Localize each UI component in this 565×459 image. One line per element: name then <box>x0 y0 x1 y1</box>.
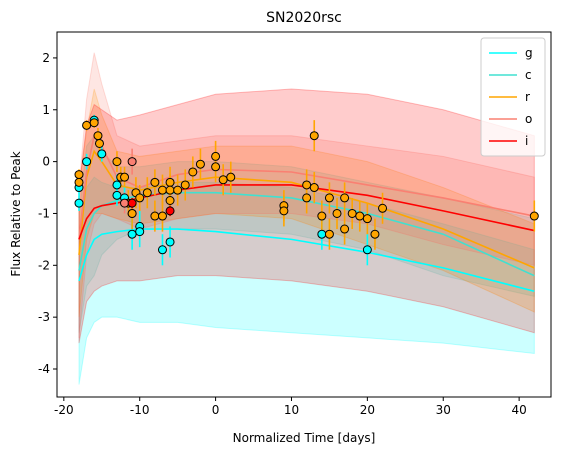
data-point <box>127 229 137 239</box>
data-point <box>332 208 342 218</box>
data-point <box>370 229 380 239</box>
data-point <box>157 211 167 221</box>
data-point <box>218 175 228 185</box>
data-point <box>173 185 183 195</box>
y-tick-label: 1 <box>42 103 50 117</box>
x-tick-label: 0 <box>212 403 220 417</box>
legend-label: r <box>525 90 530 104</box>
y-tick-label: -2 <box>38 258 50 272</box>
data-point <box>112 180 122 190</box>
data-point <box>340 224 350 234</box>
data-point <box>309 183 319 193</box>
data-point <box>347 208 357 218</box>
data-point <box>362 214 372 224</box>
y-tick-label: 2 <box>42 51 50 65</box>
data-point <box>279 206 289 216</box>
data-point <box>188 167 198 177</box>
data-point <box>317 211 327 221</box>
data-point <box>150 211 160 221</box>
x-tick-label: 40 <box>511 403 526 417</box>
data-point <box>165 185 175 195</box>
model-line <box>78 184 535 240</box>
data-point <box>302 180 312 190</box>
data-point <box>93 131 103 141</box>
y-tick-label: -3 <box>38 310 50 324</box>
data-point <box>89 118 99 128</box>
data-point <box>302 193 312 203</box>
data-point <box>340 193 350 203</box>
data-point <box>529 211 539 221</box>
data-point <box>150 177 160 187</box>
data-point <box>127 157 137 167</box>
data-point <box>362 245 372 255</box>
data-point <box>120 198 130 208</box>
data-point <box>74 198 84 208</box>
data-point <box>165 177 175 187</box>
data-point <box>82 120 92 130</box>
data-point <box>324 193 334 203</box>
data-point <box>120 172 130 182</box>
data-point <box>94 138 104 148</box>
data-point <box>74 177 84 187</box>
data-point <box>317 229 327 239</box>
legend-label: i <box>525 134 528 148</box>
data-point <box>165 196 175 206</box>
x-tick-label: 20 <box>360 403 375 417</box>
data-point <box>180 180 190 190</box>
data-point <box>378 203 388 213</box>
data-point <box>157 245 167 255</box>
data-point <box>309 131 319 141</box>
x-axis-label: Normalized Time [days] <box>233 431 376 445</box>
y-axis-label: Flux Relative to Peak <box>9 151 23 276</box>
x-tick-label: -10 <box>130 403 150 417</box>
y-tick-label: 0 <box>42 155 50 169</box>
data-point <box>211 162 221 172</box>
data-point <box>165 206 175 216</box>
x-tick-label: 10 <box>284 403 299 417</box>
model-line <box>78 228 535 293</box>
data-point <box>112 157 122 167</box>
x-tick-label: -20 <box>54 403 74 417</box>
legend-label: o <box>525 112 532 126</box>
data-point <box>127 198 137 208</box>
y-tick-label: -1 <box>38 206 50 220</box>
data-point <box>97 149 107 159</box>
data-point <box>165 237 175 247</box>
data-point <box>226 172 236 182</box>
data-point <box>355 211 365 221</box>
data-point <box>82 157 92 167</box>
chart-title: SN2020rsc <box>266 10 342 26</box>
y-tick-label: -4 <box>38 362 50 376</box>
data-point <box>195 159 205 169</box>
data-point <box>142 188 152 198</box>
data-point <box>74 170 84 180</box>
plot-area <box>74 52 539 385</box>
data-point <box>135 227 145 237</box>
x-tick-label: 30 <box>436 403 451 417</box>
data-point <box>157 185 167 195</box>
legend-label: c <box>525 68 532 82</box>
data-point <box>324 229 334 239</box>
data-point <box>127 208 137 218</box>
data-point <box>211 151 221 161</box>
plot-frame <box>56 31 552 398</box>
data-point <box>112 190 122 200</box>
data-point <box>135 193 145 203</box>
confidence-band <box>78 88 535 344</box>
legend-label: g <box>525 46 533 60</box>
